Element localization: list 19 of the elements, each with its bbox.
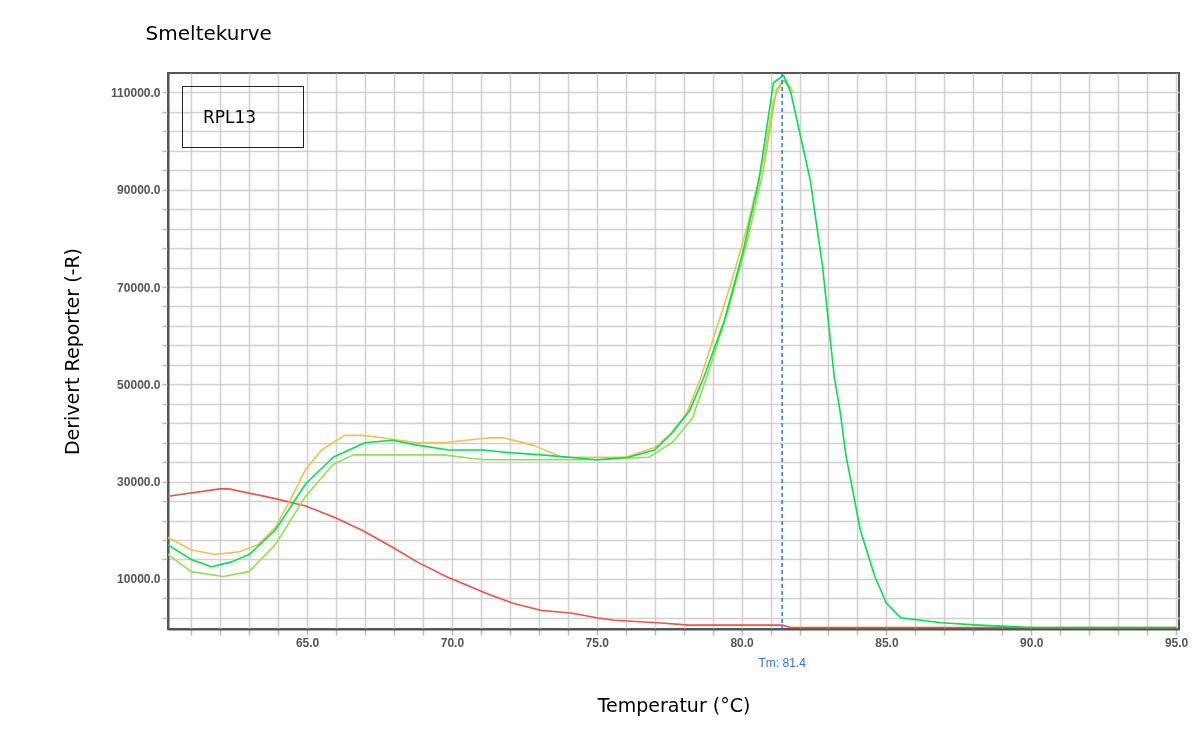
line-series (168, 74, 1177, 629)
x-tick-label: 75.0 (585, 635, 610, 650)
x-tick-label: 70.0 (440, 635, 465, 650)
y-tick-label: 110000.0 (111, 85, 161, 100)
x-tick-label: 95.0 (1164, 635, 1189, 650)
y-tick-label: 70000.0 (117, 280, 161, 295)
chart-title: Smeltekurve (145, 21, 272, 46)
y-axis-title: Derivert Reporter (-R) (61, 247, 84, 456)
y-tick-label: 50000.0 (117, 377, 161, 392)
x-tick-label: 80.0 (730, 635, 755, 650)
y-tick-label: 30000.0 (117, 475, 161, 490)
x-tick-label: 65.0 (295, 635, 320, 650)
text-box: RPL13 (182, 86, 304, 148)
x-tick-label: 90.0 (1020, 635, 1044, 650)
x-axis-title: Temperatur (°C) (596, 693, 751, 716)
ref-line-label: Tm: 81.4 (758, 656, 807, 670)
y-tick-label: 10000.0 (117, 572, 161, 587)
x-tick-label: 85.0 (875, 635, 899, 650)
y-tick-label: 90000.0 (117, 183, 161, 198)
